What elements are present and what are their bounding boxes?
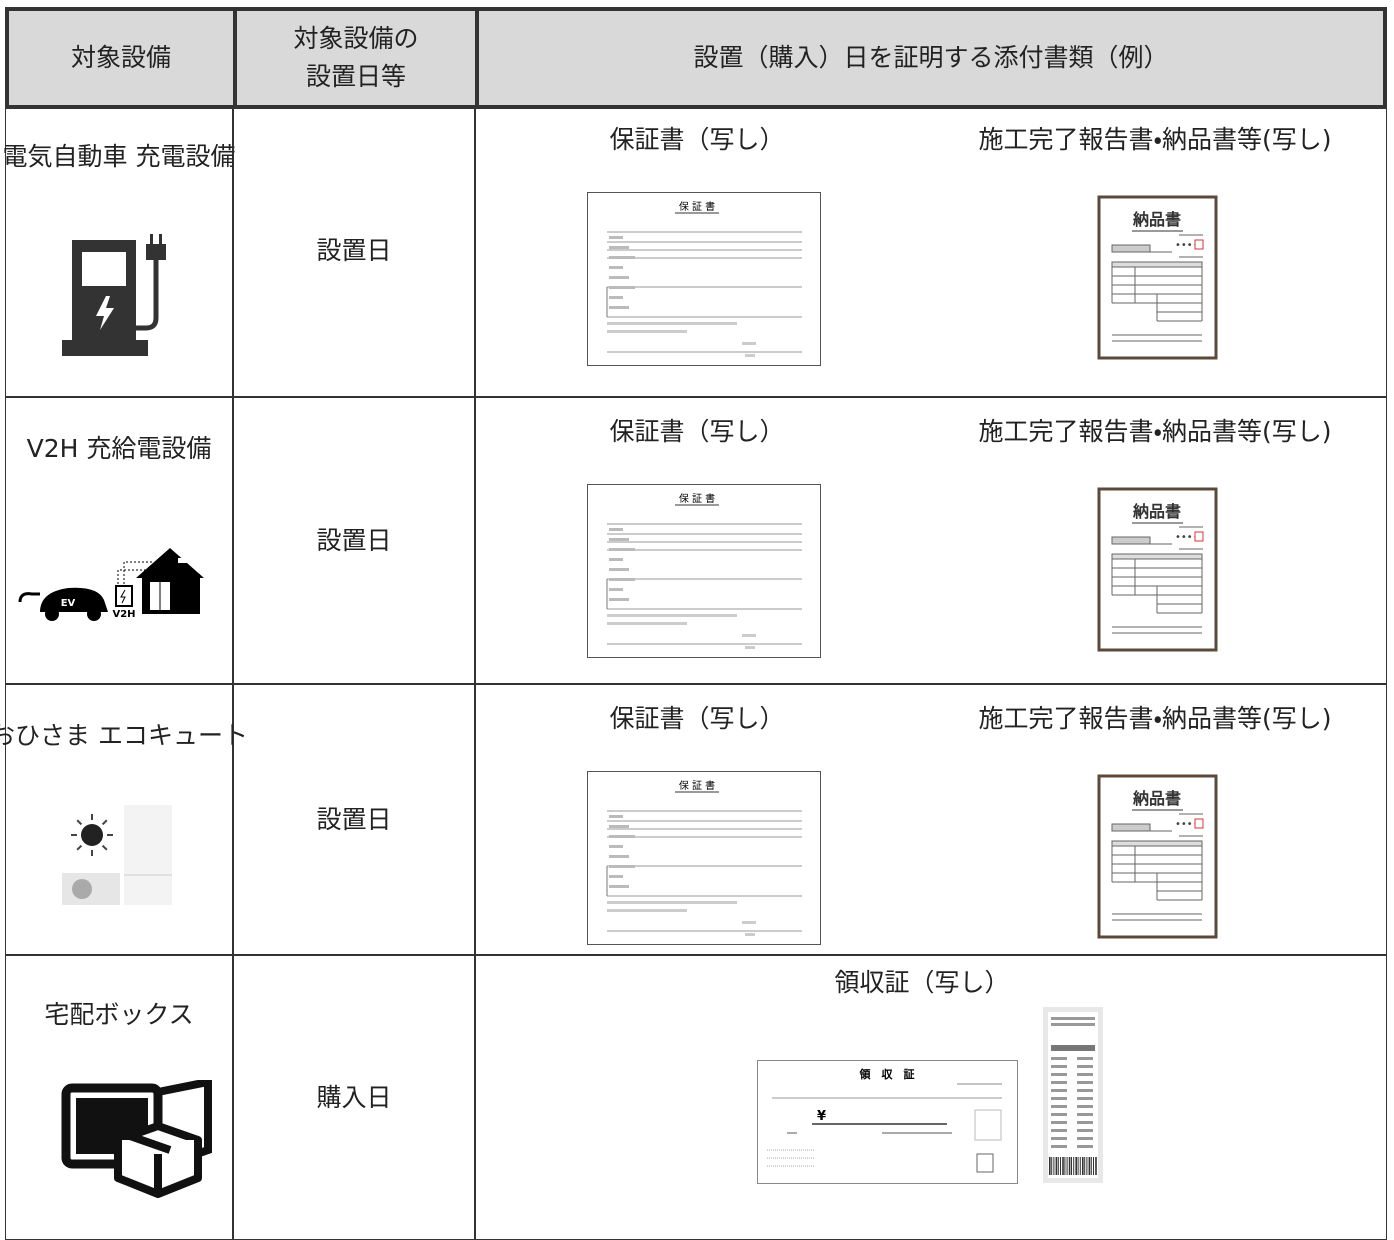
header-cell: 対象設備 (5, 7, 237, 109)
receipt-title: 領 収 証 (859, 1067, 915, 1081)
warranty-illustration: 保 証 書 (587, 771, 821, 945)
invoice-illustration: 納品書 •••• (1097, 774, 1218, 939)
document-label: 領収証（写し） (834, 968, 1010, 997)
receipt-currency: ¥ (817, 1109, 826, 1124)
icon-text: EV (61, 598, 76, 609)
equipment-cell (5, 397, 233, 684)
document-label: 施工完了報告書・納品書等(写し) (978, 704, 1332, 733)
documents-cell (475, 397, 1387, 684)
document-label: 保証書（写し） (609, 704, 785, 733)
header-cell: 設置（購入）日を証明する添付書類（例） (475, 7, 1387, 109)
documents-cell (475, 105, 1387, 397)
equipment-icon (62, 805, 172, 905)
icon-text: V2H (112, 609, 135, 620)
document-label: 施工完了報告書・納品書等(写し) (978, 417, 1332, 446)
warranty-title: 保 証 書 (679, 200, 715, 213)
invoice-title: 納品書 (1132, 502, 1181, 521)
date-cell: 購入日 (233, 955, 475, 1240)
warranty-illustration: 保 証 書 (587, 192, 821, 366)
header-cell: 対象設備の 設置日等 (233, 7, 479, 109)
invoice-title: 納品書 (1132, 210, 1181, 229)
document-label: 保証書（写し） (609, 417, 785, 446)
equipment-icon (61, 1080, 212, 1198)
date-cell: 設置日 (233, 397, 475, 684)
equipment-icon: EV V2H (18, 548, 204, 621)
warranty-title: 保 証 書 (679, 779, 715, 792)
equipment-icon (62, 234, 166, 356)
date-cell: 設置日 (233, 105, 475, 397)
equipment-name: 電気自動車 充電設備 (2, 142, 236, 171)
equipment-name: V2H 充給電設備 (26, 434, 212, 463)
warranty-title: 保 証 書 (679, 492, 715, 505)
invoice-title: 納品書 (1132, 789, 1181, 808)
receipt-illustration: 領 収 証 ¥ (757, 1060, 1018, 1184)
document-label: 保証書（写し） (609, 125, 785, 154)
receipt-slip-illustration (1043, 1007, 1103, 1183)
svg-text:••••: •••• (1175, 240, 1199, 251)
equipment-name: 宅配ボックス (44, 1000, 194, 1029)
invoice-illustration: 納品書 •••• (1097, 195, 1218, 360)
equipment-cell (5, 105, 233, 397)
documents-cell (475, 684, 1387, 955)
svg-text:••••: •••• (1175, 819, 1199, 830)
date-cell: 設置日 (233, 684, 475, 955)
svg-text:••••: •••• (1175, 532, 1199, 543)
equipment-name: おひさま エコキュート (0, 721, 248, 750)
warranty-illustration: 保 証 書 (587, 484, 821, 658)
equipment-cell (5, 684, 233, 955)
document-label: 施工完了報告書・納品書等(写し) (978, 125, 1332, 154)
invoice-illustration: 納品書 •••• (1097, 487, 1218, 652)
